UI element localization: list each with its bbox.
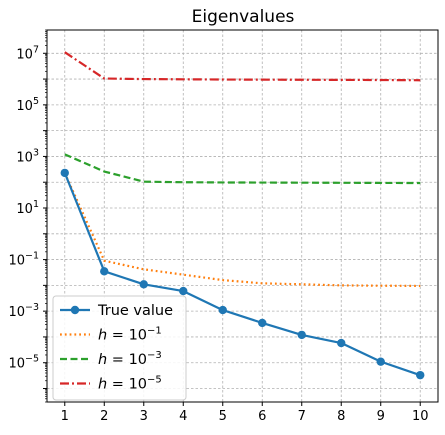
- series-line: [64, 51, 421, 82]
- y-tick-label: 10−3: [8, 302, 39, 320]
- legend-entry: h = 10−3: [60, 350, 162, 368]
- legend-marker: [70, 305, 80, 315]
- y-tick-label: 10−5: [8, 354, 39, 372]
- y-tick-label: 103: [16, 147, 39, 165]
- legend-label: h = 10−1: [98, 326, 162, 344]
- x-tick-label: 5: [219, 409, 227, 424]
- series-line: [64, 153, 421, 185]
- y-tick-label: 107: [16, 44, 39, 62]
- x-tick-label: 4: [179, 409, 187, 424]
- legend: True value h = 10−1 h = 10−3 h = 10−5: [52, 295, 187, 401]
- chart-title: Eigenvalues: [192, 7, 295, 27]
- x-axis: 1 2 3 4 5 6 7 8 9 10: [61, 402, 429, 424]
- y-tick-label: 10−1: [8, 251, 39, 269]
- x-tick-label: 6: [258, 409, 266, 424]
- data-point: [100, 267, 109, 276]
- y-axis: 10−5 10−3 10−1 101 103 105 107: [8, 29, 47, 403]
- data-point: [416, 370, 425, 380]
- data-point: [179, 286, 188, 296]
- x-tick-label: 7: [298, 409, 306, 424]
- y-tick-label: 105: [16, 96, 39, 114]
- data-point: [60, 168, 69, 178]
- series-3: [64, 153, 421, 185]
- legend-label: h = 10−3: [98, 350, 162, 368]
- data-point: [218, 305, 227, 315]
- x-tick-label: 2: [100, 409, 108, 424]
- legend-label: True value: [97, 303, 173, 319]
- legend-entry: h = 10−5: [60, 375, 162, 393]
- grid: [47, 30, 438, 402]
- data-point: [258, 318, 267, 328]
- x-tick-label: 10: [412, 409, 429, 424]
- data-point: [337, 338, 346, 348]
- legend-entry: h = 10−1: [60, 326, 162, 344]
- series-1: [60, 168, 425, 380]
- series-line: [63, 172, 421, 288]
- legend-label: h = 10−5: [98, 375, 162, 393]
- y-tick-label: 101: [16, 199, 39, 217]
- data-point: [376, 357, 385, 366]
- series-4: [64, 51, 421, 82]
- series-2: [63, 172, 421, 288]
- x-tick-label: 1: [61, 409, 69, 424]
- legend-entry: True value: [60, 303, 173, 319]
- legend-box: [52, 295, 187, 401]
- data-point: [139, 280, 148, 289]
- data-point: [297, 330, 306, 340]
- x-tick-label: 3: [140, 409, 148, 424]
- x-tick-label: 9: [377, 409, 385, 424]
- series-line: [63, 172, 421, 377]
- x-tick-label: 8: [337, 409, 345, 424]
- series-layer: [60, 51, 425, 380]
